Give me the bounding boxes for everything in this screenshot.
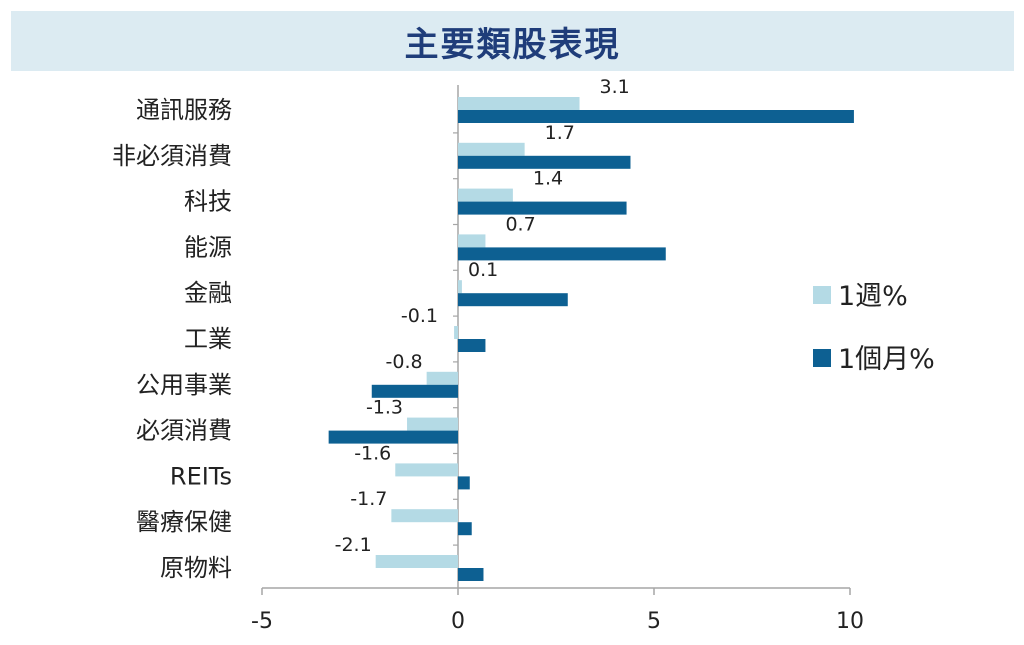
title-bar: 主要類股表現 [11,11,1014,71]
legend-swatch-month [813,349,831,367]
category-label: 公用事業 [136,371,232,399]
category-label: 非必須消費 [112,142,232,170]
bar-month [458,155,631,169]
bar-week [458,97,580,110]
category-label: 原物料 [160,554,232,582]
legend-swatch-week [813,286,831,304]
x-tick-label: 5 [647,609,661,634]
x-tick-label: -5 [251,609,273,634]
legend-label-week: 1週% [838,281,908,312]
category-label: 通訊服務 [136,96,232,124]
bar-week [454,326,458,339]
bar-week [458,280,462,294]
data-label-week: -1.7 [350,488,387,510]
bar-month [328,430,458,444]
category-label: 必須消費 [136,417,232,445]
data-label-week: -2.1 [335,534,372,556]
bar-week [458,234,486,248]
bar-week [395,463,458,477]
chart-title: 主要類股表現 [404,24,621,65]
category-label: 工業 [184,325,232,353]
bar-month [371,384,458,398]
data-label-week: 1.4 [533,168,563,190]
bar-week [407,417,458,431]
category-label: 金融 [184,279,232,307]
category-label: 能源 [184,233,232,261]
bar-month [458,476,470,490]
x-tick-label: 0 [451,609,465,634]
category-label: 醫療保健 [136,508,232,536]
data-label-week: 0.1 [468,259,498,281]
legend-label-month: 1個月% [838,344,935,375]
bar-month [458,522,472,536]
bar-week [391,509,458,523]
data-label-week: -1.3 [366,397,403,419]
bar-month [458,293,568,307]
data-label-week: 1.7 [545,122,575,144]
bar-week [426,371,458,385]
data-label-week: 3.1 [600,76,630,98]
bar-week [458,142,525,156]
category-label: 科技 [184,188,232,216]
data-label-week: 0.7 [505,213,535,235]
bar-month [458,201,627,215]
bar-month [458,247,666,261]
category-label: REITs [170,462,232,490]
x-tick-label: 10 [836,609,864,634]
data-label-week: -1.6 [354,442,391,464]
bar-week [375,555,458,568]
bar-month [458,110,854,123]
bar-month [458,339,486,352]
data-label-week: -0.8 [386,351,423,373]
data-label-week: -0.1 [401,305,438,327]
bar-week [458,188,513,202]
bar-month [458,568,484,581]
